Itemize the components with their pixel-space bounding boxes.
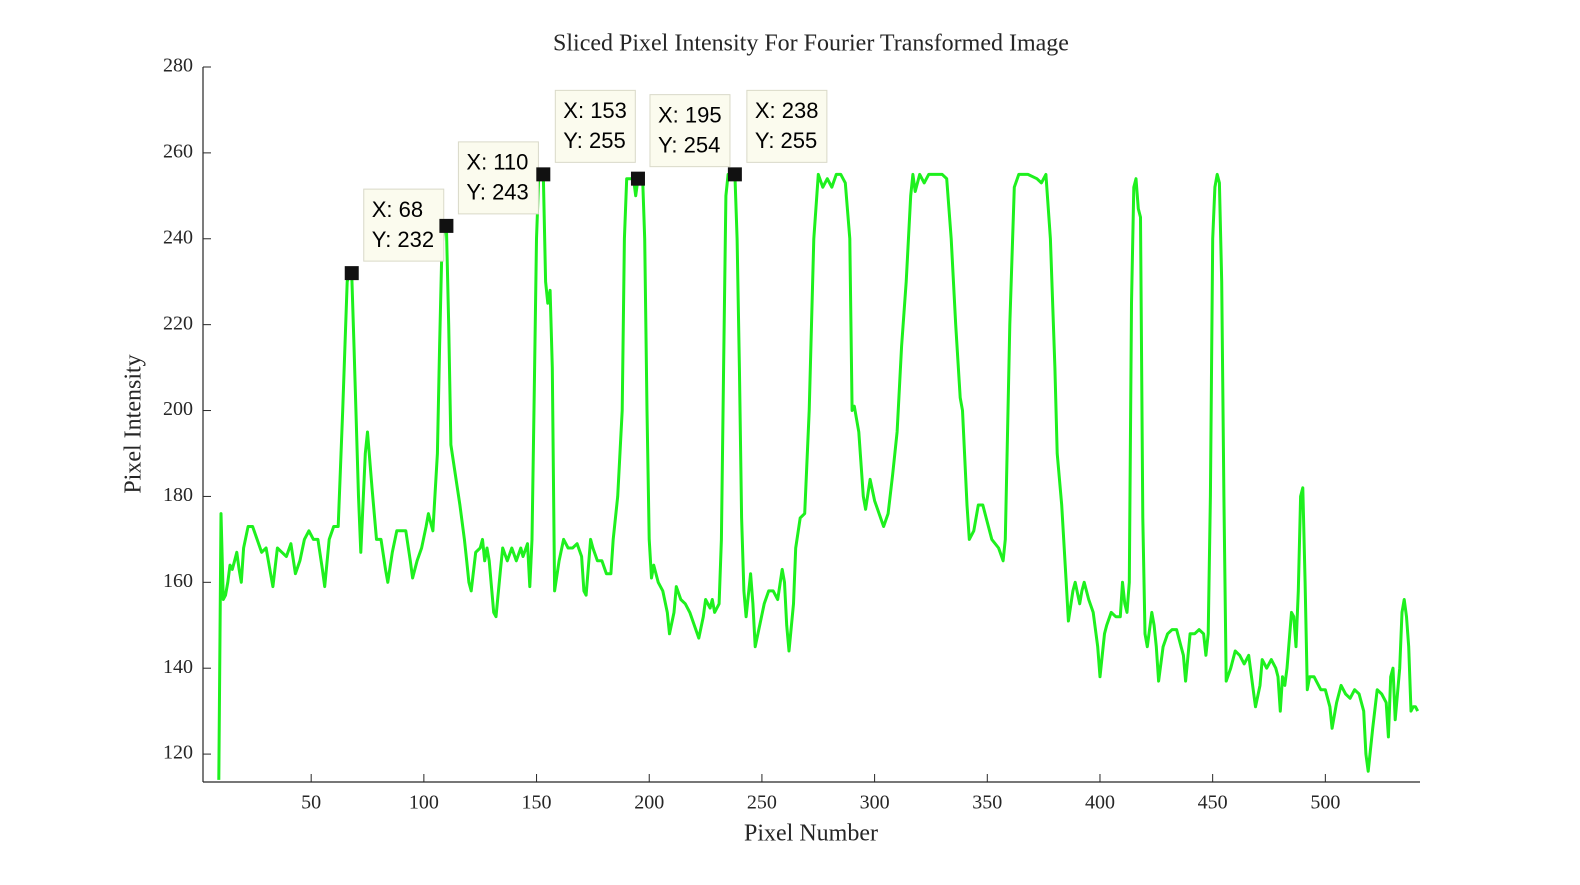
y-tick-label: 160 — [163, 570, 193, 592]
datatip-x: X: 238 — [755, 98, 819, 123]
data-line — [217, 172, 1420, 780]
datatip-box — [554, 89, 636, 163]
x-axis-label: Pixel Number — [744, 821, 878, 847]
datatip-marker — [727, 167, 742, 182]
x-tick-label: 450 — [1198, 792, 1228, 814]
datatip-marker — [439, 218, 454, 233]
y-tick-label: 140 — [163, 656, 193, 678]
x-tick-label: 100 — [409, 792, 439, 814]
datatip-marker — [536, 167, 551, 182]
y-axis-label: Pixel Intensity — [121, 354, 147, 493]
datatip-x: X: 195 — [658, 102, 722, 127]
x-tick-label: 50 — [301, 792, 321, 814]
chart-title: Sliced Pixel Intensity For Fourier Trans… — [553, 31, 1069, 57]
x-tick-label: 500 — [1310, 792, 1340, 814]
datatip-x: X: 153 — [563, 98, 627, 123]
datatip-y: Y: 255 — [755, 128, 817, 153]
datatip-y: Y: 255 — [563, 128, 625, 153]
datatip-y: Y: 243 — [466, 180, 528, 205]
x-tick-label: 350 — [972, 792, 1002, 814]
datatip-marker — [344, 266, 359, 281]
y-tick-label: 220 — [163, 312, 193, 334]
y-tick-label: 180 — [163, 484, 193, 506]
y-tick-label: 280 — [163, 55, 193, 77]
x-tick-label: 200 — [634, 792, 664, 814]
x-tick-label: 400 — [1085, 792, 1115, 814]
datatip-box — [746, 89, 828, 163]
x-tick-label: 300 — [860, 792, 890, 814]
datatip-x: X: 110 — [466, 150, 528, 175]
datatip-box — [649, 94, 731, 168]
y-tick-label: 120 — [163, 742, 193, 764]
datatip-x: X: 68 — [372, 197, 423, 222]
x-tick-label: 150 — [522, 792, 552, 814]
y-tick-label: 260 — [163, 140, 193, 162]
datatip-y: Y: 254 — [658, 132, 720, 157]
y-tick-label: 240 — [163, 226, 193, 248]
y-tick-label: 200 — [163, 398, 193, 420]
datatip-y: Y: 232 — [372, 227, 434, 252]
x-tick-label: 250 — [747, 792, 777, 814]
datatip-marker — [630, 171, 645, 186]
